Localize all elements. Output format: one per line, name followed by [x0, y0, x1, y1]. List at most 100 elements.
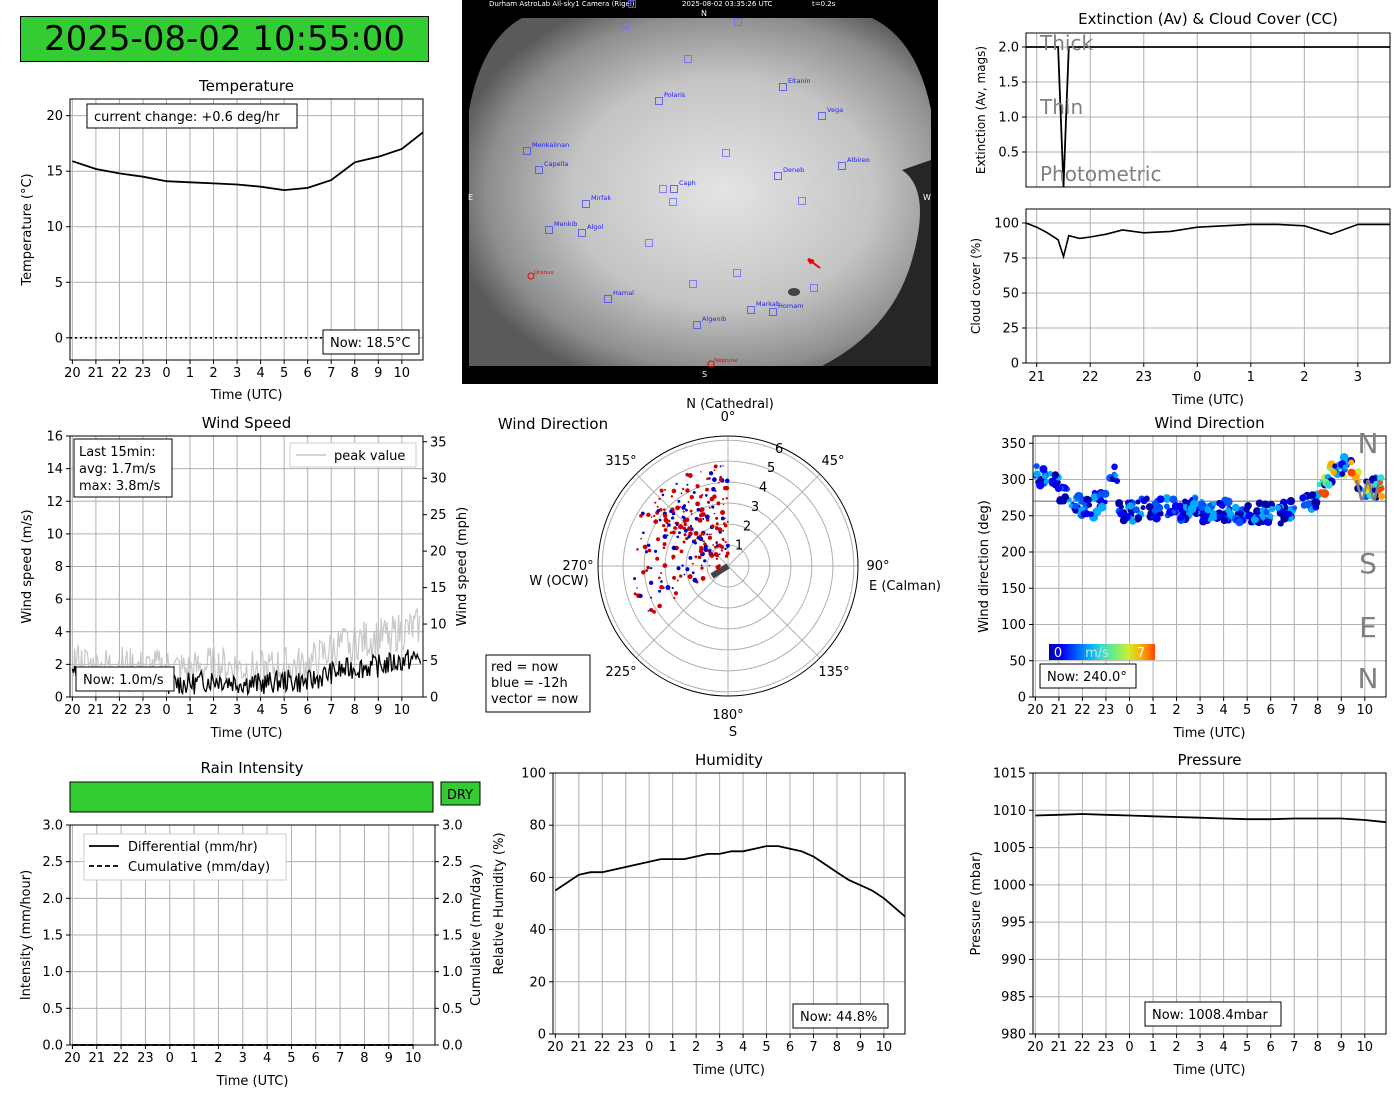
direction-point — [1140, 505, 1146, 511]
star-label: Menkib — [554, 220, 577, 228]
x-tick-label: 20 — [64, 1051, 81, 1066]
y-axis-label: Extinction (Av, mags) — [974, 46, 988, 174]
wind-point — [705, 487, 709, 492]
x-tick-label: 22 — [113, 1051, 130, 1066]
star-label: Vega — [827, 106, 843, 114]
x-tick-label: 21 — [1028, 370, 1045, 385]
deg-label: 0° — [721, 410, 736, 425]
wind-point — [691, 562, 694, 565]
wind-point — [641, 570, 646, 575]
direction-point — [1119, 516, 1128, 525]
direction-point — [1308, 491, 1317, 499]
star-marker — [689, 280, 697, 288]
rain-badge — [440, 781, 481, 806]
wind-point — [698, 548, 704, 554]
direction-point — [1281, 508, 1287, 514]
wind-point — [663, 528, 668, 532]
label-photometric: Photometric — [1040, 162, 1161, 186]
chart-title: Wind Direction — [1154, 414, 1264, 432]
rain-status: DRY Rain Intensity — [69, 759, 481, 813]
direction-point — [1163, 503, 1170, 510]
label-thick: Thick — [1039, 31, 1093, 55]
wind-point — [642, 544, 648, 550]
wind-point — [673, 591, 679, 596]
wind-point — [662, 542, 667, 547]
y-tick-label: 250 — [1001, 509, 1026, 524]
wind-point — [699, 545, 702, 548]
wind-point — [725, 497, 728, 500]
wind-point — [642, 531, 645, 535]
star-marker — [693, 321, 701, 329]
wind-point — [636, 548, 639, 551]
wind-key-box — [485, 654, 591, 713]
x-axis-label: Time (UTC) — [1173, 726, 1246, 741]
star-marker — [578, 229, 586, 237]
wind-point — [656, 509, 660, 513]
x-tick-label: 1 — [1149, 703, 1157, 718]
wind-point — [662, 534, 668, 539]
wind-point — [689, 524, 693, 528]
x-tick-label: 2 — [209, 366, 217, 381]
star-marker — [838, 162, 846, 170]
wind-point — [716, 501, 721, 506]
y-tick-label: 980 — [1001, 1028, 1026, 1043]
wind-point — [685, 472, 690, 477]
wind-point — [662, 563, 668, 568]
wind-point — [676, 535, 680, 539]
x-tick-label: 23 — [137, 1051, 154, 1066]
sky-text: Durham AstroLab All-sky1 Camera (Rigel) … — [468, 0, 931, 379]
x-tick-label: 4 — [1219, 703, 1227, 718]
x-tick-label: 6 — [312, 1051, 320, 1066]
plot-frame — [1025, 32, 1391, 188]
x-tick-label: 5 — [280, 703, 288, 718]
wind-key-line: red = now — [491, 660, 559, 675]
direction-point — [1365, 483, 1373, 491]
wind-point — [713, 512, 716, 515]
wind-point — [722, 537, 725, 540]
wind-point — [686, 483, 689, 486]
direction-point — [1235, 518, 1244, 527]
x-tick-label: 8 — [1314, 703, 1322, 718]
plot-frame — [69, 98, 424, 361]
wind-point — [703, 559, 707, 563]
wind-point — [675, 523, 679, 526]
wind-point — [649, 566, 653, 570]
clock-display: 2025-08-02 10:55:00 — [20, 16, 429, 62]
direction-point — [1223, 497, 1233, 507]
wind-stat-line: Last 15min: — [79, 445, 156, 460]
x-tick-label: 2 — [692, 1040, 700, 1055]
wind-point — [633, 592, 637, 596]
direction-point — [1348, 459, 1355, 466]
deg-label: 135° — [818, 665, 849, 680]
radial-tick-label: 4 — [759, 481, 767, 496]
plot-frame — [69, 824, 436, 1046]
x-tick-label: 22 — [1074, 1040, 1091, 1055]
wind-point — [660, 572, 663, 575]
direction-point — [1311, 498, 1321, 508]
rain-chart: 20 21 22 23 0 1 2 3 4 5 6 7 8 9 100.00.51.01.52.02.53.… — [19, 819, 484, 1090]
wind-point — [719, 465, 722, 468]
wind-speed-chart: 20 21 22 23 0 1 2 3 4 5 6 7 8 9 1002468101214160510152… — [20, 414, 470, 741]
wind-point — [700, 471, 702, 473]
wind-point — [675, 482, 678, 486]
radial-tick-label: 5 — [767, 461, 775, 476]
compass-s: S — [702, 370, 707, 379]
wind-point — [687, 500, 690, 503]
wind-point — [647, 548, 652, 553]
plot-frame — [69, 435, 424, 698]
camera-exposure: t=0.2s — [812, 0, 836, 8]
wind-point — [685, 488, 690, 493]
direction-point — [1274, 504, 1281, 511]
direction-point — [1324, 480, 1333, 489]
wind-point — [722, 503, 725, 506]
wind-point — [697, 517, 703, 523]
x-tick-label: 7 — [327, 366, 335, 381]
chart-title: Pressure — [1177, 751, 1241, 769]
wind-point — [724, 547, 727, 551]
star-label: Capella — [544, 160, 568, 168]
compass-label: S — [1359, 547, 1377, 580]
direction-point — [1320, 489, 1330, 498]
wind-point — [692, 577, 698, 583]
y-tick-label: 4 — [55, 625, 63, 640]
x-tick-label: 4 — [256, 366, 264, 381]
